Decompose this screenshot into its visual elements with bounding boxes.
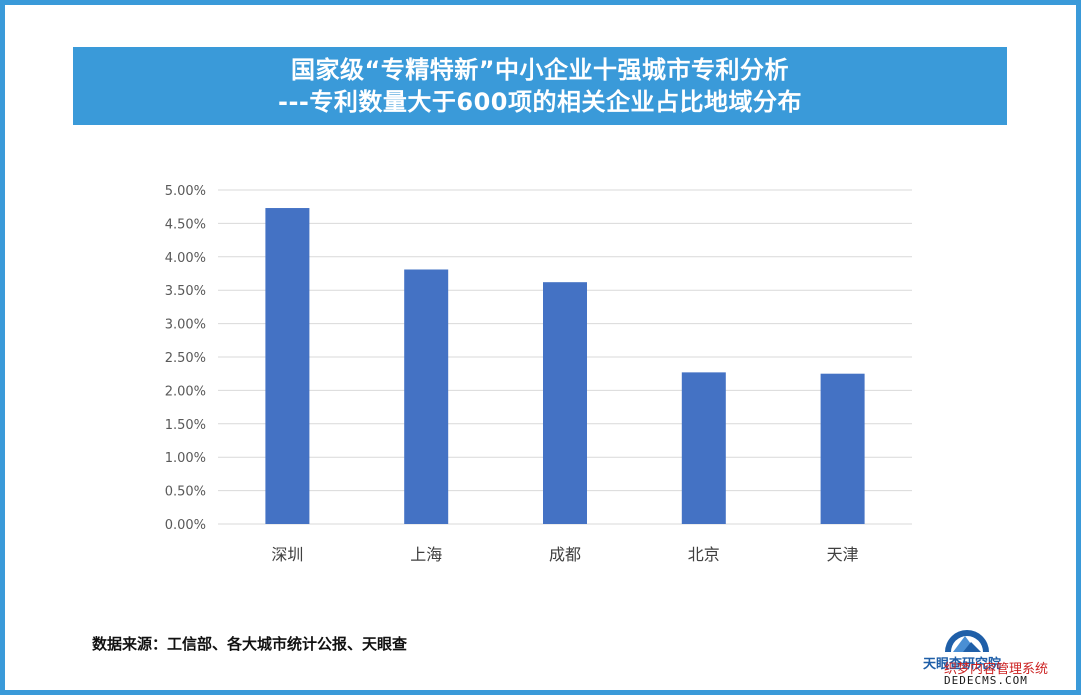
bar [820, 373, 865, 524]
y-tick-label: 3.00% [165, 318, 206, 333]
x-tick-label: 深圳 [271, 545, 303, 564]
x-tick-label: 上海 [410, 545, 442, 564]
y-tick-label: 4.50% [165, 217, 206, 232]
y-tick-label: 0.50% [165, 485, 206, 500]
y-tick-label: 4.00% [165, 251, 206, 266]
bar [681, 372, 726, 524]
chart-subtitle: ---专利数量大于600项的相关企业占比地域分布 [278, 88, 802, 116]
y-tick-label: 1.00% [165, 451, 206, 466]
bar [543, 282, 587, 524]
source-note: 数据来源：工信部、各大城市统计公报、天眼查 [92, 635, 408, 653]
watermark-text: 织梦内容管理系统 [944, 662, 1049, 677]
logo-label: 天眼查研究院 [923, 657, 1002, 672]
y-tick-label: 3.50% [165, 284, 206, 299]
bar-chart: 0.00% 0.50% 1.00% 1.50% 2.00% 2.50% 3.00% 3.50%… [165, 184, 912, 564]
x-tick-label: 天津 [827, 545, 859, 564]
chart-title: 国家级“专精特新”中小企业十强城市专利分析 [290, 56, 790, 84]
bar [404, 269, 449, 524]
y-tick-label: 2.00% [165, 384, 206, 399]
y-tick-label: 5.00% [165, 184, 206, 199]
watermark-url: DEDECMS.COM [944, 674, 1028, 687]
y-tick-label: 2.50% [165, 351, 206, 366]
title-banner: 国家级“专精特新”中小企业十强城市专利分析 ---专利数量大于600项的相关企业… [73, 47, 1007, 125]
y-tick-label: 1.50% [165, 418, 206, 433]
y-tick-label: 0.00% [165, 518, 206, 533]
bar [265, 208, 310, 524]
x-tick-label: 北京 [688, 545, 720, 564]
tianyancha-logo-icon [945, 630, 989, 652]
x-tick-label: 成都 [549, 545, 581, 564]
